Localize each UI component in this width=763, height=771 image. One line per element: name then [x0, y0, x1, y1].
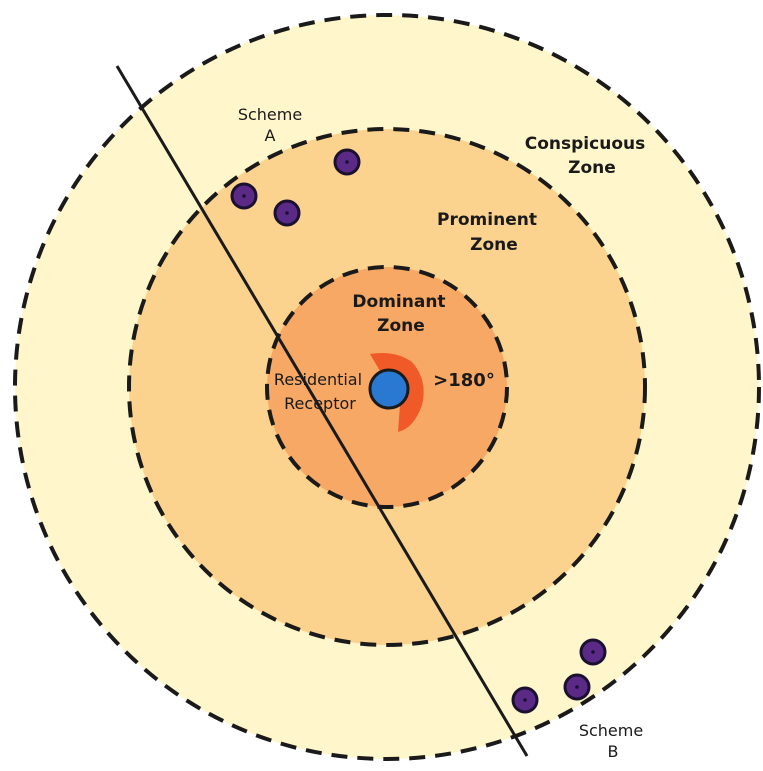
scheme-a-label-2: A	[265, 126, 276, 145]
scheme-b-label: Scheme	[579, 721, 643, 740]
scheme-b-label-2: B	[608, 742, 619, 761]
receptor-marker	[368, 368, 410, 410]
receptor-label: Residential	[274, 370, 362, 389]
scheme-a-turbine	[273, 199, 301, 227]
conspicuous-zone-label-2: Zone	[568, 158, 616, 178]
scheme-a-label: Scheme	[238, 105, 302, 124]
sight-line	[115, 65, 529, 757]
scheme-b-turbine	[579, 638, 607, 666]
dominant-zone-label: Dominant	[352, 292, 445, 312]
conspicuous-zone-label: Conspicuous	[525, 134, 645, 154]
scheme-a-turbine	[333, 148, 361, 176]
scheme-b-turbine	[511, 686, 539, 714]
angle-label: >180°	[433, 370, 495, 391]
prominent-zone-label: Prominent	[437, 210, 537, 230]
scheme-a-turbine	[230, 182, 258, 210]
receptor-label-2: Receptor	[284, 394, 356, 413]
scheme-b-turbine	[563, 673, 591, 701]
dominant-zone-label-2: Zone	[377, 316, 425, 336]
prominent-zone-label-2: Zone	[470, 235, 518, 255]
